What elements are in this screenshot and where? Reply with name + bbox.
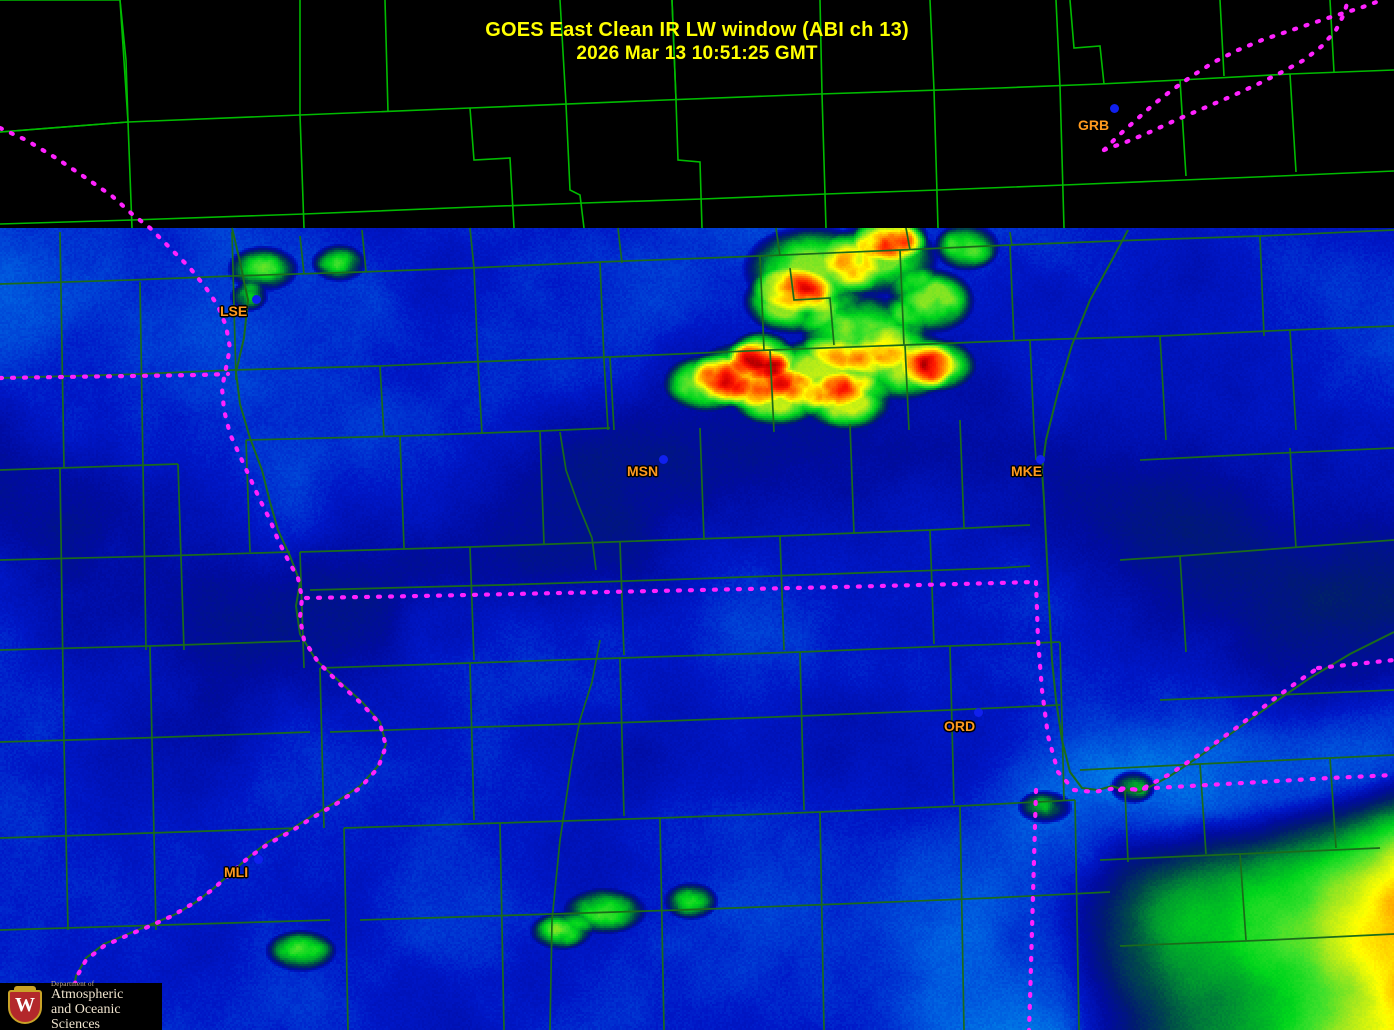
- station-label: GRB: [1078, 117, 1110, 133]
- logo-text: Department of Atmospheric and Oceanic Sc…: [51, 979, 162, 1030]
- crest-cap: [14, 986, 36, 993]
- station-label: LSE: [220, 303, 248, 319]
- crest-shield: [8, 990, 42, 1024]
- uw-crest-icon: W: [5, 986, 45, 1027]
- station-dot-icon: [659, 455, 668, 464]
- colorbar-group: 180200220240260280300320: [0, 955, 1394, 1030]
- station-dot-icon: [254, 855, 263, 864]
- uw-aos-logo: W Department of Atmospheric and Oceanic …: [0, 979, 162, 1030]
- station-dot-icon: [974, 708, 983, 717]
- station-label: ORD: [944, 718, 976, 734]
- station-label: MLI: [224, 864, 249, 880]
- station-dot-icon: [1110, 104, 1119, 113]
- station-dot-icon: [252, 295, 261, 304]
- logo-line-0: Department of: [51, 979, 95, 988]
- logo-line-1: Atmospheric: [51, 987, 124, 1003]
- product-title: GOES East Clean IR LW window (ABI ch 13)…: [0, 18, 1394, 66]
- station-dot-icon: [1036, 455, 1045, 464]
- crest-letter: W: [15, 994, 35, 1016]
- title-line-1: GOES East Clean IR LW window (ABI ch 13): [485, 19, 909, 41]
- title-line-2: 2026 Mar 13 10:51:25 GMT: [576, 43, 818, 64]
- station-label: MSN: [627, 463, 659, 479]
- station-label: MKE: [1011, 463, 1043, 479]
- logo-line-2: and Oceanic Sciences: [51, 1001, 121, 1030]
